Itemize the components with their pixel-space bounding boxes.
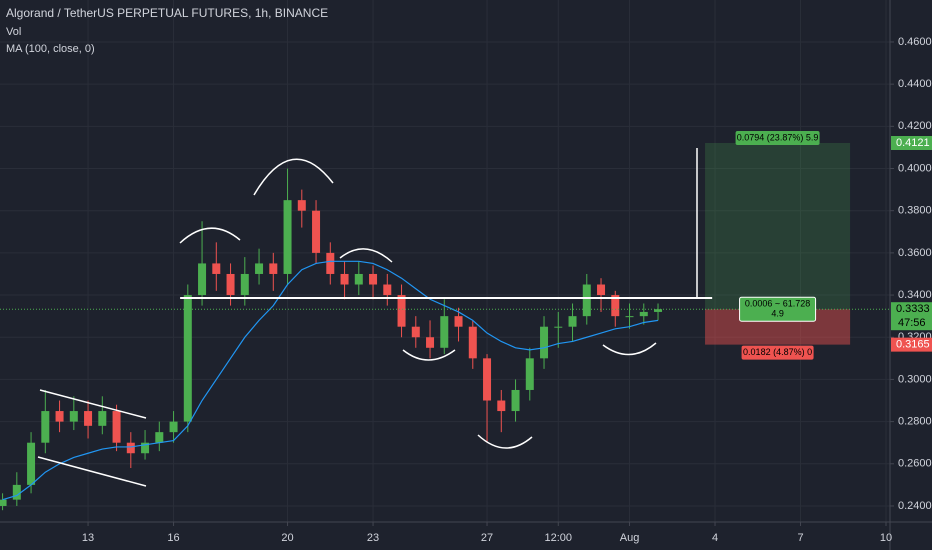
chart-title: Algorand / TetherUS PERPETUAL FUTURES, 1…: [6, 6, 328, 20]
candle-body: [440, 316, 449, 348]
y-tick-label: 0.4200: [898, 120, 932, 132]
y-tick-label: 0.2400: [898, 500, 932, 512]
x-tick-label: 4: [712, 532, 718, 544]
y-tick-label: 0.3800: [898, 205, 932, 217]
candle-body: [411, 326, 420, 338]
candle-body: [12, 484, 21, 500]
candle-body: [597, 284, 606, 296]
curve: [602, 342, 657, 356]
candle-body: [198, 263, 207, 296]
candle-body: [240, 273, 249, 296]
candle-body: [483, 358, 492, 401]
candle-body: [326, 252, 335, 274]
ma-legend: MA (100, close, 0): [6, 43, 95, 55]
price-tag-label: 0.3165: [896, 339, 930, 351]
last-price-tag: [891, 302, 932, 331]
candle-body: [554, 326, 563, 328]
axes: 0.24000.26000.28000.30000.32000.34000.36…: [82, 36, 932, 544]
x-tick-label: Aug: [620, 532, 640, 544]
candle-body: [625, 316, 634, 318]
candle-body: [297, 200, 306, 211]
x-tick-label: 23: [367, 532, 379, 544]
curve: [402, 349, 456, 361]
candle-body: [155, 432, 164, 443]
x-tick-label: 7: [797, 532, 803, 544]
candle-body: [169, 421, 178, 433]
countdown-label: 47:56: [898, 317, 926, 329]
candle-body: [27, 442, 36, 485]
candle-body: [540, 326, 549, 359]
candle-body: [41, 411, 50, 443]
candle-body: [212, 263, 221, 274]
y-tick-label: 0.4000: [898, 162, 932, 174]
volume-legend: Vol: [6, 26, 21, 38]
candle-body: [582, 284, 591, 317]
price-tag: [891, 337, 932, 352]
candle-body: [312, 210, 321, 253]
y-tick-label: 0.3000: [898, 373, 932, 385]
candle-body: [112, 411, 121, 443]
y-tick-label: 0.4400: [898, 78, 932, 90]
x-tick-label: 16: [167, 532, 179, 544]
candle-body: [269, 263, 278, 274]
entry-sub-label: 4.9: [771, 309, 784, 319]
candle-body: [383, 284, 392, 296]
x-tick-label: 13: [82, 532, 94, 544]
price-tag-label: 0.4121: [896, 137, 930, 149]
candle-body: [0, 499, 7, 506]
curve: [339, 248, 393, 263]
last-price-label: 0.3333: [896, 303, 930, 315]
candle-body: [98, 411, 107, 426]
y-tick-label: 0.3400: [898, 289, 932, 301]
candle-body: [369, 273, 378, 285]
y-tick-label: 0.4600: [898, 36, 932, 48]
candle-body: [611, 295, 620, 317]
curve: [477, 434, 533, 449]
candle-body: [639, 311, 648, 317]
y-tick-label: 0.2800: [898, 416, 932, 428]
candle-body: [55, 411, 64, 422]
target-label: 0.0794 (23.87%) 5.9: [737, 132, 819, 142]
candle-body: [69, 411, 78, 422]
price-tag: [891, 135, 932, 150]
stop-label: 0.0182 (4.87%) 0: [743, 347, 812, 357]
candle-body: [525, 358, 534, 390]
target-zone: [705, 142, 851, 310]
drawings: [37, 148, 698, 487]
candle-body: [84, 411, 93, 426]
channel-line: [39, 389, 147, 419]
candle-body: [126, 442, 135, 454]
candle-body: [468, 326, 477, 359]
stop-label-box: [741, 345, 814, 360]
x-tick-label: 20: [281, 532, 293, 544]
candle-body: [141, 442, 150, 454]
candle-body: [654, 309, 663, 312]
candle-body: [511, 389, 520, 412]
y-tick-label: 0.2600: [898, 458, 932, 470]
candle-body: [183, 295, 192, 422]
ma-line: [2, 260, 659, 501]
entry-label: 0.0006 ~ 61.728: [745, 299, 810, 309]
curve: [253, 158, 334, 196]
candle-body: [283, 200, 292, 274]
target-label-box: [735, 130, 820, 145]
channel-line: [37, 456, 147, 487]
candle-body: [226, 273, 235, 296]
candle-body: [497, 400, 506, 412]
x-tick-label: 10: [880, 532, 892, 544]
y-tick-label: 0.3600: [898, 247, 932, 259]
curve: [179, 227, 241, 244]
candle-body: [255, 263, 264, 274]
x-tick-label: 12:00: [545, 532, 573, 544]
candle-body: [354, 273, 363, 285]
candle-body: [340, 273, 349, 285]
candle-body: [426, 337, 435, 348]
x-tick-label: 27: [481, 532, 493, 544]
candle-body: [568, 316, 577, 327]
candle-body: [397, 295, 406, 327]
candle-body: [454, 316, 463, 327]
